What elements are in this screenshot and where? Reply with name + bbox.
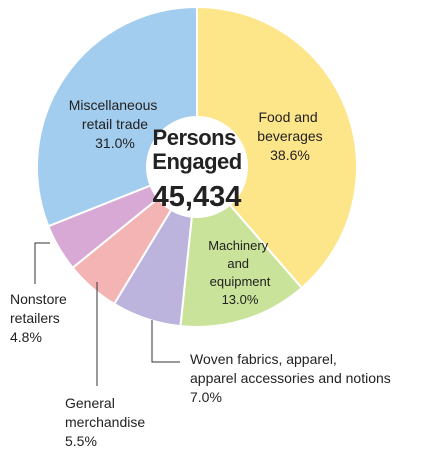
slice-label: Machinery and equipment <box>208 238 272 289</box>
value-label: 4.8% <box>10 329 42 345</box>
value-label: 5.5% <box>65 433 97 449</box>
center-value: 45,434 <box>153 181 242 213</box>
donut-slice <box>196 5 358 290</box>
value-label: 13.0% <box>222 292 259 307</box>
center-title: Persons Engaged <box>152 125 241 174</box>
slice-label: Nonstore retailers <box>10 291 71 326</box>
slice-label: Miscellaneous retail trade <box>69 97 162 132</box>
value-label: 7.0% <box>190 389 222 405</box>
value-label: 38.6% <box>270 147 310 163</box>
value-label: 31.0% <box>95 135 135 151</box>
donut-slice <box>179 203 304 328</box>
donut-slice <box>36 5 198 228</box>
slice-label: Woven fabrics, apparel, apparel accessor… <box>190 351 391 386</box>
slice-label: General merchandise <box>65 395 145 430</box>
slice-label: Food and beverages <box>257 109 322 144</box>
leader-line <box>34 242 50 284</box>
leader-line <box>151 320 180 363</box>
